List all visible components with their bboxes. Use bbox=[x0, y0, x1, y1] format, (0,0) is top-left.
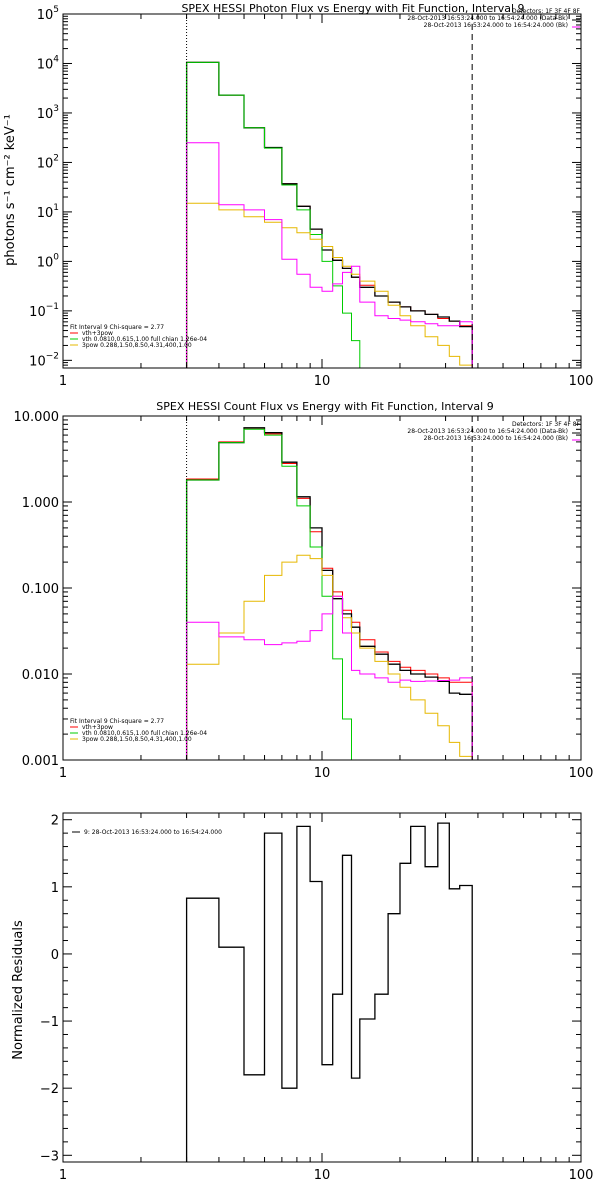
y-tick-label: 102 bbox=[37, 153, 59, 171]
x-tick-label: 100 bbox=[569, 1168, 594, 1183]
legend-entry: 3pow 0.288,1.50,8.50,4.31,400,1.00 bbox=[82, 342, 192, 349]
count-detectors-line3: 28-Oct-2013 16:53:24.000 to 16:54:24.000… bbox=[424, 435, 568, 442]
photon-legend: Fit Interval 9 Chi-square = 2.77 vth+3po… bbox=[70, 324, 207, 349]
y-tick-label: 2 bbox=[51, 814, 59, 829]
residuals-x-tick-labels: 1 10 100 bbox=[59, 1168, 594, 1183]
y-tick-label: 100 bbox=[37, 252, 60, 270]
y-tick-label: 105 bbox=[37, 5, 59, 23]
photon-x-tick-labels: 1 10 100 bbox=[59, 374, 594, 389]
count-flux-panel: SPEX HESSI Count Flux vs Energy with Fit… bbox=[14, 400, 594, 781]
count-series-layer bbox=[185, 427, 473, 761]
y-tick-label: 0.010 bbox=[22, 668, 59, 683]
series-2-0-line bbox=[185, 822, 473, 1162]
count-x-tick-labels: 1 10 100 bbox=[59, 766, 594, 781]
series-1-2-line bbox=[186, 428, 360, 761]
y-tick-label: 0.100 bbox=[22, 582, 59, 597]
y-tick-label: 10−2 bbox=[29, 351, 59, 369]
y-tick-label: −3 bbox=[40, 1149, 59, 1164]
residuals-panel: Normalized Residuals 1 10 100 −3 −2 −1 0 1 2 9:… bbox=[11, 812, 594, 1183]
series-0-2-line bbox=[186, 61, 375, 369]
photon-flux-panel: SPEX HESSI Photon Flux vs Energy with Fi… bbox=[3, 2, 593, 389]
x-tick-label: 1 bbox=[59, 1168, 67, 1183]
count-legend: Fit Interval 9 Chi-square = 2.77 vth+3po… bbox=[70, 718, 207, 743]
legend-entry: vth 0.0810,0.615,1.00 full chian 1.26e-0… bbox=[82, 336, 207, 343]
photon-detector-info: Detectors: 1F 3F 4F 8F 28-Oct-2013 16:53… bbox=[407, 8, 580, 29]
photon-plot-frame bbox=[62, 13, 582, 369]
series-1-4-line bbox=[186, 595, 473, 760]
y-tick-label: −2 bbox=[40, 1082, 59, 1097]
legend-entry: vth+3pow bbox=[82, 724, 113, 731]
y-tick-label: 10.000 bbox=[14, 410, 60, 425]
legend-entry: 3pow 0.288,1.50,8.50,4.31,400,1.00 bbox=[82, 736, 192, 743]
x-tick-label: 10 bbox=[314, 766, 331, 781]
y-tick-label: 104 bbox=[37, 54, 60, 72]
y-tick-label: 0 bbox=[51, 948, 59, 963]
y-tick-label: 1 bbox=[51, 881, 59, 896]
x-tick-label: 1 bbox=[59, 766, 67, 781]
y-tick-label: −1 bbox=[40, 1015, 59, 1030]
series-0-1-line bbox=[185, 61, 473, 368]
y-tick-label: 103 bbox=[37, 104, 59, 122]
photon-axis-ticks bbox=[62, 13, 582, 369]
photon-vlines bbox=[186, 14, 473, 368]
series-0-0-line bbox=[186, 61, 473, 368]
count-legend-header: Fit Interval 9 Chi-square = 2.77 bbox=[70, 718, 164, 725]
series-1-3-line bbox=[186, 554, 473, 760]
series-0-3-line bbox=[186, 202, 473, 368]
x-tick-label: 10 bbox=[314, 374, 331, 389]
residuals-axis-ticks bbox=[62, 813, 582, 1162]
photon-series-layer bbox=[185, 61, 473, 369]
y-tick-label: 101 bbox=[37, 203, 59, 221]
photon-y-tick-labels: 10−2 10−1 100 101 102 103 104 105 bbox=[29, 5, 59, 369]
photon-legend-header: Fit Interval 9 Chi-square = 2.77 bbox=[70, 324, 164, 331]
legend-entry: vth+3pow bbox=[82, 330, 113, 337]
residuals-y-tick-labels: −3 −2 −1 0 1 2 bbox=[40, 814, 59, 1165]
photon-detectors-line1: Detectors: 1F 3F 4F 8F bbox=[512, 8, 581, 15]
y-tick-label: 0.001 bbox=[22, 754, 59, 769]
photon-detectors-line3: 28-Oct-2013 16:53:24.000 to 16:54:24.000… bbox=[424, 22, 568, 29]
residuals-series-layer bbox=[185, 822, 473, 1162]
x-tick-label: 100 bbox=[569, 374, 594, 389]
series-1-0-line bbox=[186, 427, 473, 760]
x-tick-label: 100 bbox=[569, 766, 594, 781]
series-1-1-line bbox=[185, 427, 473, 760]
svg-text:photons s⁻¹ cm⁻² keV⁻¹: photons s⁻¹ cm⁻² keV⁻¹ bbox=[3, 114, 18, 266]
photon-y-axis-label: photons s⁻¹ cm⁻² keV⁻¹ bbox=[3, 114, 18, 266]
residuals-legend: 9: 28-Oct-2013 16:53:24.000 to 16:54:24.… bbox=[72, 829, 222, 836]
legend-entry: 9: 28-Oct-2013 16:53:24.000 to 16:54:24.… bbox=[84, 829, 222, 836]
legend-entry: vth 0.0810,0.615,1.00 full chian 1.26e-0… bbox=[82, 730, 207, 737]
x-tick-label: 10 bbox=[314, 1168, 331, 1183]
count-detectors-line2: 28-Oct-2013 16:53:24.000 to 16:54:24.000… bbox=[407, 428, 568, 435]
count-y-tick-labels: 0.001 0.010 0.100 1.000 10.000 bbox=[14, 410, 60, 769]
x-tick-label: 1 bbox=[59, 374, 67, 389]
count-detector-info: Detectors: 1F 3F 4F 8F 28-Oct-2013 16:53… bbox=[407, 421, 580, 442]
photon-detectors-line2: 28-Oct-2013 16:53:24.000 to 16:54:24.000… bbox=[407, 15, 568, 22]
count-vlines bbox=[186, 416, 473, 760]
count-axis-ticks bbox=[62, 415, 582, 761]
photon-chart-title: SPEX HESSI Photon Flux vs Energy with Fi… bbox=[181, 2, 524, 15]
residuals-y-axis-label: Normalized Residuals bbox=[11, 920, 26, 1060]
count-chart-title: SPEX HESSI Count Flux vs Energy with Fit… bbox=[156, 400, 493, 413]
y-tick-label: 1.000 bbox=[22, 496, 59, 511]
svg-text:Normalized Residuals: Normalized Residuals bbox=[11, 920, 26, 1060]
series-0-4-line bbox=[186, 142, 473, 368]
y-tick-label: 10−1 bbox=[29, 302, 59, 320]
count-detectors-line1: Detectors: 1F 3F 4F 8F bbox=[512, 421, 581, 428]
